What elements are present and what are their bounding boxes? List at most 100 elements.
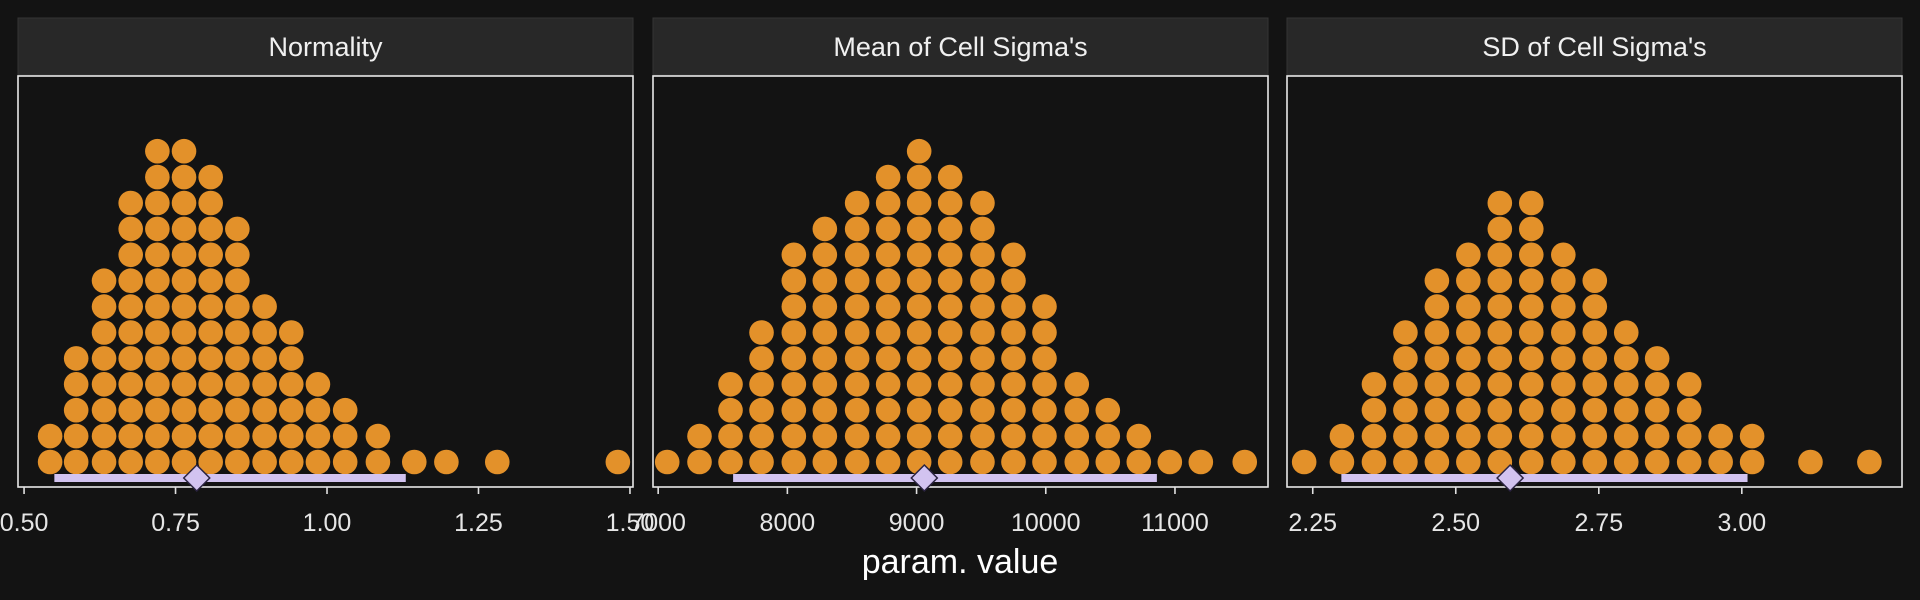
x-tick-label: 1.50 [606, 509, 655, 537]
x-tick-label: 1.25 [454, 509, 503, 537]
dot [145, 372, 170, 397]
dot [1582, 320, 1608, 345]
dot [252, 372, 277, 397]
dot [1424, 320, 1450, 345]
dot [937, 164, 963, 190]
dot [1551, 397, 1576, 423]
dot [145, 397, 170, 423]
dot [198, 242, 223, 268]
dot [118, 216, 143, 242]
dot [812, 320, 838, 345]
dot [1032, 372, 1057, 397]
x-tick-label: 1.00 [303, 509, 352, 537]
dot [1518, 397, 1544, 423]
dot [1032, 294, 1057, 319]
dot [1644, 423, 1670, 449]
dot [937, 449, 963, 475]
dot [1518, 242, 1544, 268]
dot [1095, 449, 1121, 475]
dot [1551, 268, 1576, 294]
dot [937, 216, 963, 242]
dot [1001, 268, 1026, 294]
dot [718, 397, 743, 423]
dot [781, 449, 807, 475]
dot [1001, 423, 1026, 449]
dot [91, 449, 117, 475]
dot [145, 268, 170, 294]
x-tick-label: 10000 [1011, 509, 1081, 537]
dot [687, 423, 712, 449]
dot [305, 423, 331, 449]
dot [145, 294, 170, 319]
dot [749, 346, 774, 371]
dot [1393, 346, 1418, 371]
dot [1361, 397, 1387, 423]
dot [171, 164, 197, 190]
dot [278, 320, 304, 345]
dot [906, 242, 932, 268]
dot [844, 423, 870, 449]
dot [305, 449, 331, 475]
dot [198, 164, 223, 190]
dot [844, 294, 870, 319]
dot [118, 372, 143, 397]
x-tick-label: 2.50 [1431, 509, 1480, 537]
dot [118, 190, 143, 216]
dot [332, 423, 358, 449]
dot [145, 423, 170, 449]
dot [781, 423, 807, 449]
dot [225, 449, 250, 475]
dot [781, 294, 807, 319]
dot [970, 242, 995, 268]
dot [145, 164, 170, 190]
dot [1032, 449, 1057, 475]
dot [198, 397, 223, 423]
dot [198, 268, 223, 294]
dot [118, 423, 143, 449]
dot [1518, 372, 1544, 397]
dot [1487, 320, 1513, 345]
dot [63, 423, 89, 449]
dot [1518, 423, 1544, 449]
dot [1518, 216, 1544, 242]
dot [937, 242, 963, 268]
dot [91, 294, 117, 319]
dot [1857, 449, 1882, 475]
dot [812, 268, 838, 294]
dot [225, 268, 250, 294]
point-estimate-diamond [910, 463, 939, 493]
dot [1739, 423, 1765, 449]
dot [1613, 423, 1639, 449]
dot [1393, 449, 1418, 475]
dot [171, 294, 197, 319]
dot [812, 346, 838, 371]
dot [1456, 346, 1481, 371]
dot [225, 397, 250, 423]
dot [1644, 372, 1670, 397]
dot [118, 397, 143, 423]
dot [654, 449, 680, 475]
dot [875, 294, 901, 319]
dot [225, 216, 250, 242]
dot [718, 423, 743, 449]
dot [812, 216, 838, 242]
dot [970, 294, 995, 319]
dot [198, 190, 223, 216]
dot [1032, 397, 1057, 423]
dot [906, 164, 932, 190]
dot [906, 294, 932, 319]
dot [278, 397, 304, 423]
dot [1551, 320, 1576, 345]
dot [1001, 372, 1026, 397]
dot [1291, 449, 1317, 475]
dot [718, 372, 743, 397]
dot [906, 397, 932, 423]
dot [1582, 372, 1608, 397]
dot [844, 346, 870, 371]
dot [1518, 294, 1544, 319]
dot [171, 216, 197, 242]
dot [225, 423, 250, 449]
dot [118, 242, 143, 268]
dot [1001, 346, 1026, 371]
